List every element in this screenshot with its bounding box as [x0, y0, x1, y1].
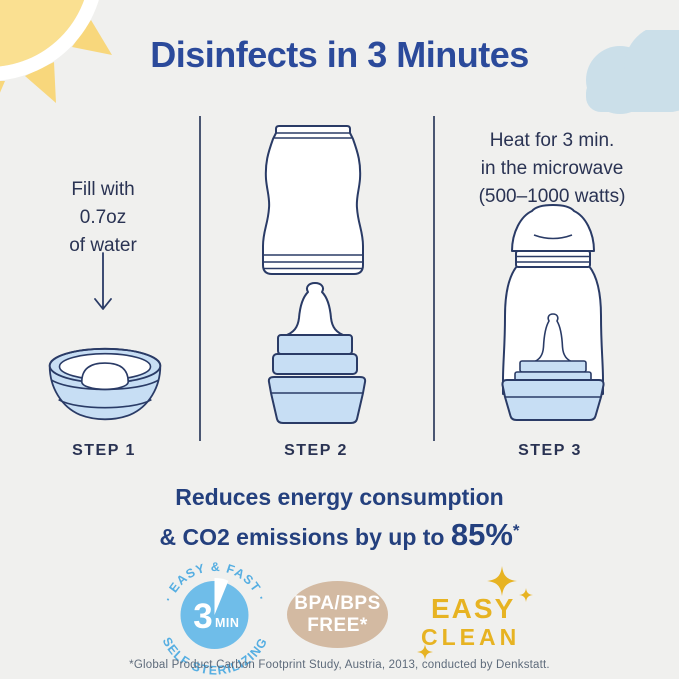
column-divider-2	[433, 116, 435, 441]
sparkle-icon-large	[487, 566, 517, 596]
sterilizer-cap-illustration	[267, 376, 367, 424]
step3-instruction-line3: (500–1000 watts)	[478, 186, 626, 207]
step1-label: STEP 1	[72, 442, 136, 459]
step3-instruction-line1: Heat for 3 min.	[489, 130, 615, 151]
step1-instruction-line2: 0.7oz	[79, 207, 127, 228]
step1-instruction-line1: Fill with	[71, 179, 135, 200]
down-arrow-icon	[94, 252, 112, 310]
badge-minutes-number: 3	[193, 597, 212, 636]
sparkle-icon-small-right	[519, 588, 533, 602]
sterilizer-bowl-illustration	[48, 347, 162, 421]
headline-asterisk: *	[512, 521, 520, 540]
easy-clean-word2: CLEAN	[421, 624, 521, 650]
headline-line1: Reduces energy consumption	[175, 484, 504, 510]
step3-instruction: Heat for 3 min. in the microwave (500–10…	[447, 127, 657, 211]
headline-highlight: 85%	[450, 517, 513, 552]
self-sterilizing-badge: · EASY & FAST · SELF STERILIZING 3 MIN	[160, 560, 270, 678]
easy-clean-badge: EASY CLEAN	[415, 565, 547, 665]
step2-label: STEP 2	[284, 442, 348, 459]
footnote: *Global Product Carbon Footprint Study, …	[129, 659, 550, 671]
headline: Reduces energy consumption & CO2 emissio…	[0, 480, 679, 554]
nipple-and-ring-illustration	[272, 282, 358, 375]
bpa-free-line1: BPA/BPS	[294, 592, 381, 614]
sparkle-icon-small-left	[417, 644, 433, 660]
headline-line2: & CO2 emissions by up to 85%*	[0, 514, 679, 554]
bpa-free-line2: FREE*	[307, 614, 368, 636]
step1-instruction-line3: of water	[69, 235, 137, 256]
easy-clean-word1: EASY	[431, 593, 516, 624]
headline-line2-prefix: & CO2 emissions by up to	[159, 524, 451, 550]
badge-minutes-unit: MIN	[215, 616, 239, 630]
bottle-body-illustration	[262, 125, 364, 275]
assembled-bottle-illustration	[501, 204, 605, 421]
step3-instruction-line2: in the microwave	[480, 158, 624, 179]
cloud-icon	[586, 30, 679, 114]
page-title: Disinfects in 3 Minutes	[150, 34, 529, 75]
sun-icon	[0, 0, 112, 103]
column-divider-1	[199, 116, 201, 441]
clock-hand-wedge	[214, 578, 229, 615]
step3-label: STEP 3	[518, 442, 582, 459]
bpa-free-badge: BPA/BPS FREE*	[287, 581, 388, 648]
step1-instruction: Fill with 0.7oz of water	[23, 176, 183, 260]
